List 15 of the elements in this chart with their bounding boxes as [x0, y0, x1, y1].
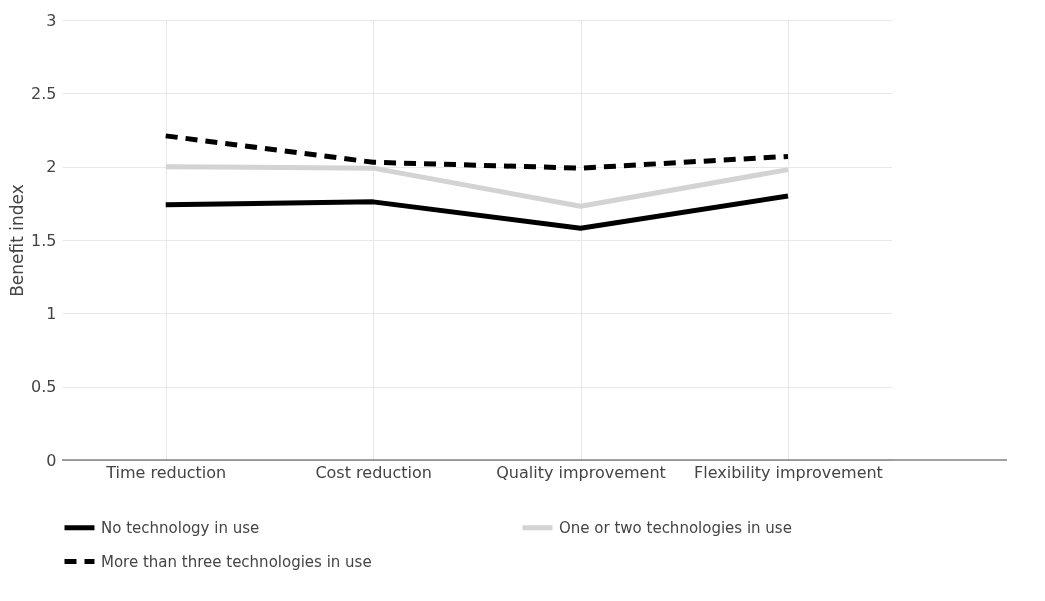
y-tick-label: 2.5 — [31, 83, 57, 103]
y-tick-label: 3 — [46, 10, 57, 30]
y-tick-label: 0 — [46, 450, 57, 470]
y-tick-label: 2 — [46, 157, 57, 177]
x-tick-label: Cost reduction — [315, 462, 432, 482]
legend-label: More than three technologies in use — [101, 552, 372, 571]
y-tick-label: 1.5 — [31, 230, 57, 250]
x-tick-label: Flexibility improvement — [694, 462, 883, 482]
y-tick-label: 1 — [46, 303, 57, 323]
x-tick-label: Quality improvement — [496, 462, 666, 482]
legend-label: One or two technologies in use — [559, 518, 792, 537]
y-tick-label: 0.5 — [31, 377, 57, 397]
legend-label: No technology in use — [101, 518, 260, 537]
y-axis-title: Benefit index — [7, 184, 28, 297]
x-tick-label: Time reduction — [105, 462, 227, 482]
